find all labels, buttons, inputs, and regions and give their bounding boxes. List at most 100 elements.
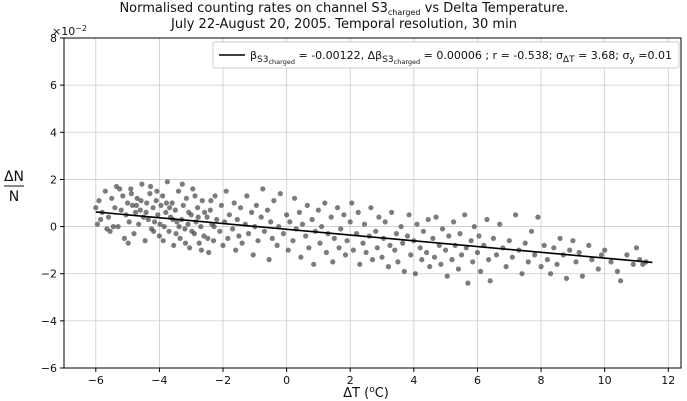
scatter-point	[468, 238, 474, 244]
scatter-point	[462, 212, 468, 218]
scatter-point	[129, 202, 135, 208]
scatter-point	[618, 278, 624, 284]
scatter-point	[94, 221, 100, 227]
chart-title-line-1: Normalised counting rates on channel S3c…	[119, 1, 568, 17]
y-axis-scale-exponent: −2	[75, 24, 87, 33]
x-axis-label-sup: o	[369, 385, 375, 395]
scatter-point	[223, 188, 229, 194]
scatter-point	[408, 252, 414, 258]
scatter-point	[212, 193, 218, 199]
x-axis-label: ΔT (oC)	[343, 385, 389, 401]
scatter-point	[471, 224, 477, 230]
scatter-point	[151, 228, 157, 234]
scatter-point	[115, 224, 121, 230]
scatter-point	[182, 226, 188, 232]
x-axis-label-main: ΔT (	[343, 386, 369, 401]
fit-line	[95, 211, 653, 264]
scatter-point	[484, 216, 490, 223]
scatter-point	[299, 221, 306, 227]
scatter-point	[158, 202, 164, 208]
scatter-point	[455, 266, 461, 272]
y-tick-label: 2	[50, 173, 57, 186]
scatter-point	[424, 249, 430, 256]
scatter-point	[493, 252, 500, 258]
scatter-point	[457, 231, 463, 237]
scatter-point	[419, 257, 425, 263]
scatter-point	[139, 181, 145, 187]
scatter-point	[433, 214, 439, 220]
scatter-point	[544, 257, 551, 263]
x-axis-label-tail: C)	[375, 386, 389, 401]
x-tick-label: 4	[410, 374, 417, 387]
legend-text-part: ΔT	[563, 55, 575, 65]
scatter-point	[570, 238, 576, 244]
scatter-point	[360, 240, 366, 246]
legend-text-part: y	[629, 55, 635, 65]
scatter-point	[323, 249, 329, 256]
x-tick-label: 2	[347, 374, 354, 387]
scatter-point	[535, 214, 541, 220]
scatter-point	[225, 235, 231, 241]
scatter-point	[174, 219, 180, 225]
y-axis-label: ΔN N	[4, 169, 24, 205]
scatter-point	[125, 200, 131, 206]
scatter-point	[217, 228, 223, 234]
chart-title-line-2: July 22-August 20, 2005. Temporal resolu…	[170, 17, 517, 32]
scatter-point	[338, 226, 344, 232]
scatter-point	[525, 259, 531, 265]
legend-text-part: charged	[268, 58, 295, 66]
scatter-point	[311, 261, 317, 267]
legend-text-part: charged	[394, 58, 421, 66]
x-tick-label: −6	[88, 374, 104, 387]
scatter-point	[187, 245, 193, 251]
scatter-point	[142, 238, 148, 244]
scatter-point	[474, 249, 481, 256]
scatter-point	[156, 233, 162, 239]
x-tick-label: 10	[598, 374, 612, 387]
scatter-point	[110, 224, 116, 230]
scatter-point	[185, 221, 191, 227]
legend-text-part: S3	[257, 55, 268, 65]
scatter-point	[303, 233, 309, 239]
scatter-point	[105, 214, 112, 220]
scatter-point	[548, 271, 554, 277]
scatter-point	[573, 259, 579, 265]
scatter-point	[125, 240, 131, 246]
scatter-point	[167, 205, 173, 211]
scatter-point	[576, 249, 582, 256]
scatter-point	[154, 188, 160, 194]
scatter-point	[465, 280, 471, 286]
legend-label: βS3charged = -0.00122, ΔβS3charged = 0.0…	[250, 49, 672, 66]
legend-text-part: = 3.68; σ	[575, 49, 630, 62]
scatter-point	[506, 238, 512, 244]
scatter-point	[196, 240, 202, 246]
scatter-point	[249, 209, 255, 215]
scatter-point	[183, 195, 189, 201]
scatter-point	[614, 268, 621, 274]
scatter-point	[137, 207, 143, 213]
scatter-point	[153, 198, 159, 204]
scatter-point	[309, 216, 315, 223]
scatter-point	[319, 224, 325, 230]
scatter-point	[476, 233, 482, 239]
scatter-point	[379, 254, 385, 260]
chart-title-line-1-tail: vs Delta Temperature.	[421, 1, 569, 16]
scatter-point	[304, 202, 310, 208]
scatter-point	[155, 212, 161, 218]
scatter-point	[230, 226, 236, 232]
scatter-point	[144, 200, 150, 206]
scatter-point	[567, 247, 573, 253]
scatter-point	[198, 247, 204, 253]
scatter-point	[342, 252, 349, 258]
scatter-point	[255, 238, 261, 244]
scatter-point	[164, 179, 170, 185]
scatter-point	[161, 224, 167, 230]
x-tick-label: 0	[283, 374, 290, 387]
scatter-point	[392, 247, 398, 253]
scatter-point	[177, 235, 183, 241]
scatter-point	[261, 228, 267, 234]
scatter-point	[245, 231, 252, 237]
scatter-point	[336, 245, 342, 251]
y-tick-label: −6	[41, 362, 57, 375]
scatter-point	[341, 212, 347, 218]
